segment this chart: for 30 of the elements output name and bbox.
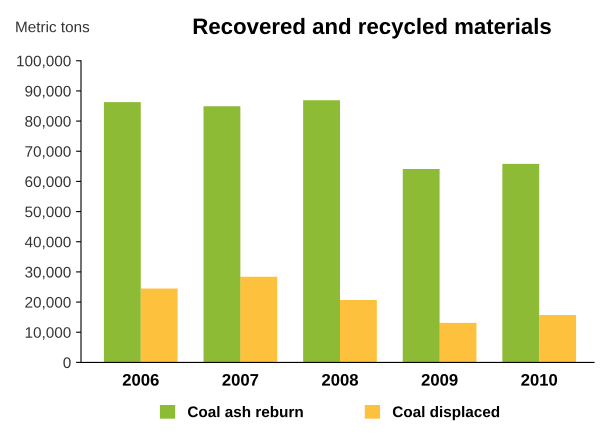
y-axis-title: Metric tons	[16, 21, 90, 32]
bar	[340, 300, 377, 362]
y-tick-label: 0	[63, 357, 71, 368]
y-tick-label: 90,000	[25, 86, 71, 98]
y-tick-label: 40,000	[24, 236, 71, 250]
y-tick-label: 80,000	[25, 116, 71, 129]
bar	[104, 102, 141, 362]
x-tick-label: 2008	[322, 374, 358, 386]
legend-label: Coal displaced	[392, 406, 500, 420]
y-tick-label: 50,000	[25, 206, 71, 220]
bar	[240, 276, 278, 362]
bar	[303, 100, 340, 362]
y-tick-label: 20,000	[25, 296, 71, 310]
x-tick-label: 2007	[222, 374, 258, 386]
bar	[204, 106, 240, 362]
bar	[539, 315, 576, 362]
y-tick-label: 30,000	[25, 266, 71, 280]
y-tick-label: 10,000	[26, 327, 71, 340]
y-tick-label: 60,000	[25, 176, 71, 189]
bar	[502, 164, 540, 362]
legend-label: Coal ash reburn	[188, 406, 303, 418]
bar	[140, 288, 178, 362]
x-tick-label: 2010	[521, 374, 558, 386]
bar	[402, 169, 440, 362]
bar	[440, 322, 476, 362]
y-tick-label: 70,000	[25, 146, 71, 159]
x-tick-label: 2006	[122, 374, 159, 386]
x-tick-label: 2009	[422, 374, 458, 386]
y-tick-label: 100,000	[17, 56, 71, 68]
chart-title: Recovered and recycled materials	[194, 18, 551, 39]
